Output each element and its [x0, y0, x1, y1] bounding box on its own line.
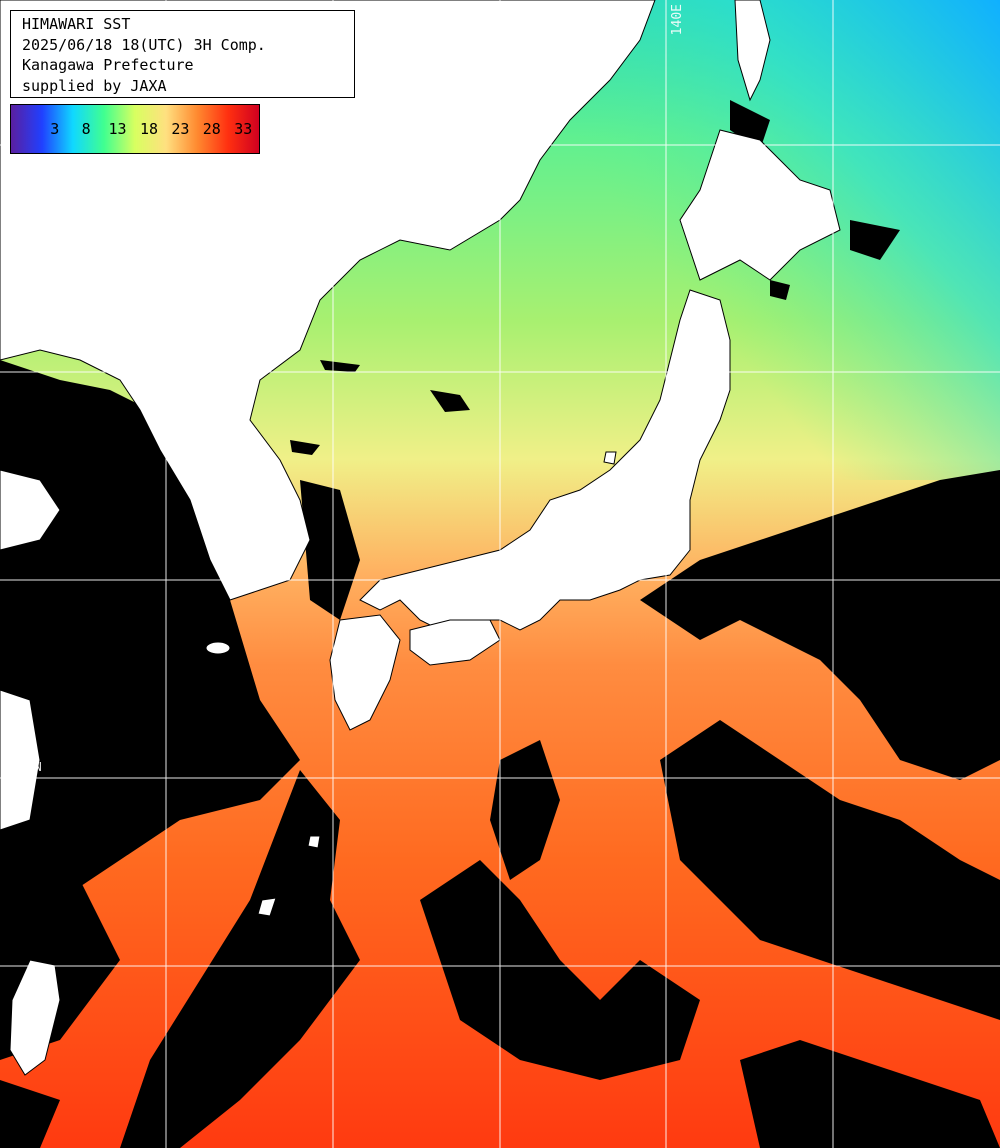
latitude-label: 30N [20, 760, 42, 774]
legend-color-bar [11, 105, 259, 153]
legend-tick-23: 23 [171, 120, 190, 138]
legend-tick-8: 8 [81, 120, 91, 138]
data-credit: supplied by JAXA [22, 76, 167, 95]
legend-ticks: 3 8 13 18 23 28 33 [11, 120, 259, 138]
legend-tick-3: 3 [50, 120, 60, 138]
legend-tick-28: 28 [202, 120, 221, 138]
product-title: HIMAWARI SST [22, 15, 131, 33]
legend-tick-13: 13 [108, 120, 127, 138]
cloud-masks [0, 100, 1000, 1148]
region-name: Kanagawa Prefecture [22, 56, 194, 74]
legend-tick-18: 18 [139, 120, 158, 138]
temperature-legend: 3 8 13 18 23 28 33 [10, 104, 260, 154]
map-info-box: HIMAWARI SST 2025/06/18 18(UTC) 3H Comp.… [10, 10, 355, 98]
observation-time: 2025/06/18 18(UTC) 3H Comp. [22, 35, 266, 54]
legend-tick-33: 33 [234, 120, 253, 138]
longitude-label: 140E [670, 4, 685, 36]
